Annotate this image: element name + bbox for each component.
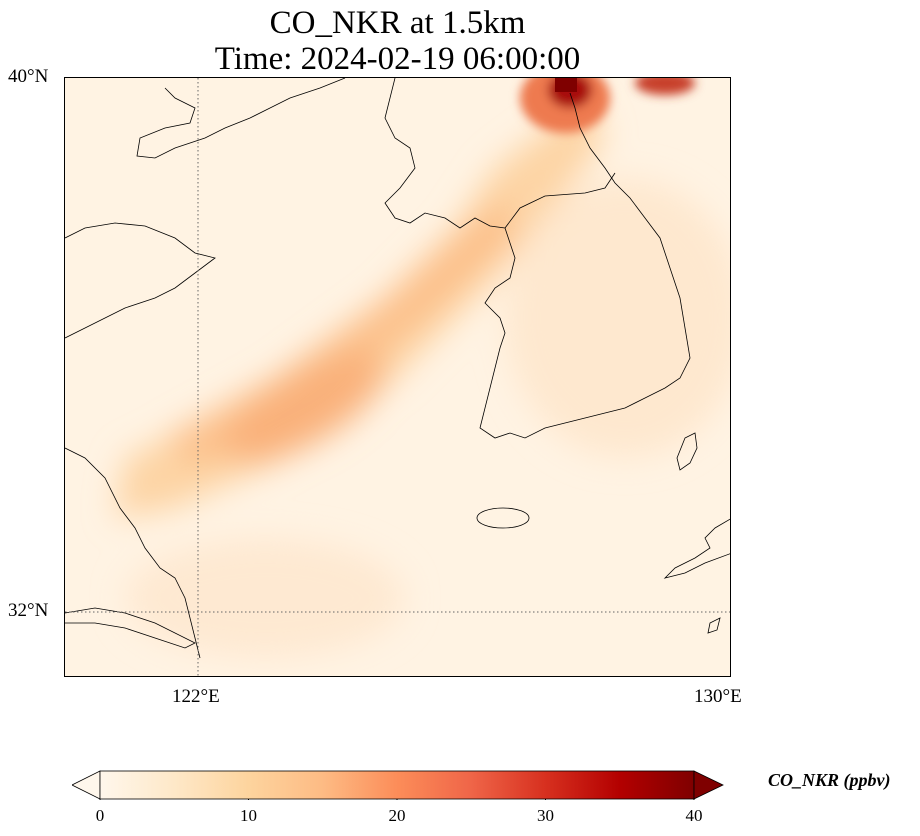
- map-plot-area: [64, 77, 731, 677]
- colorbar-tick-30: 30: [537, 806, 554, 825]
- map-title-line2: Time: 2024-02-19 06:00:00: [214, 41, 581, 77]
- colorbar-gradient: [99, 770, 695, 800]
- tsushima-island: [676, 432, 698, 471]
- colorbar-extend-high: [693, 770, 724, 800]
- jeju-island: [476, 507, 530, 529]
- dmz-line: [504, 172, 616, 229]
- concentration-field: [115, 98, 730, 658]
- colorbar-tick-10: 10: [240, 806, 257, 825]
- coastlines: [65, 78, 730, 659]
- lon-label-130e: 130°E: [694, 686, 742, 707]
- plume-peak: [225, 353, 385, 463]
- hotspot-cell: [555, 78, 577, 92]
- colorbar-label: CO_NKR (ppbv): [768, 770, 891, 790]
- liaodong-coast: [136, 78, 346, 159]
- colorbar-tick-40: 40: [685, 806, 703, 825]
- light-patch-south: [125, 538, 405, 658]
- light-patch-east: [505, 178, 730, 458]
- kyushu-coast: [663, 518, 730, 579]
- graticule: [65, 78, 730, 676]
- lat-label-32n: 32°N: [8, 600, 49, 621]
- map-svg: [65, 78, 730, 676]
- yangtze-delta: [65, 607, 196, 649]
- shandong-coast: [65, 222, 216, 339]
- korea-west-coast: [479, 92, 691, 439]
- bohai-coast: [384, 78, 506, 229]
- lon-label-122e: 122°E: [172, 686, 220, 707]
- lat-label-40n: 40°N: [8, 66, 49, 87]
- small-island-se: [707, 617, 721, 634]
- plume-core: [165, 198, 515, 468]
- hotspot-ne: [635, 78, 695, 95]
- colorbar-extend-low: [72, 770, 101, 800]
- china-east-coast: [65, 447, 201, 659]
- colorbar-tick-20: 20: [388, 806, 406, 825]
- colorbar-tick-0: 0: [95, 806, 105, 825]
- map-title-line1: CO_NKR at 1.5km: [269, 5, 526, 41]
- colorbar: [72, 770, 724, 800]
